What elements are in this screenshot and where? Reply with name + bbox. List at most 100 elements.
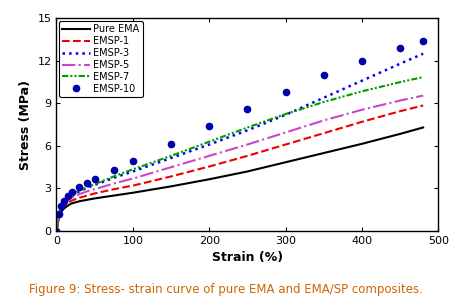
EMSP-5	[111, 182, 116, 185]
EMSP-1	[69, 199, 74, 202]
EMSP-5	[84, 189, 90, 193]
Pure EMA	[168, 185, 173, 188]
EMSP-3	[84, 186, 90, 190]
EMSP-1	[58, 208, 64, 212]
EMSP-7	[69, 193, 74, 197]
EMSP-7	[54, 229, 59, 233]
EMSP-5	[282, 131, 288, 134]
EMSP-5	[206, 154, 212, 158]
EMSP-10	[282, 90, 288, 94]
Pure EMA	[130, 191, 135, 195]
EMSP-1	[359, 120, 364, 124]
EMSP-5	[61, 202, 67, 206]
EMSP-10	[56, 212, 61, 216]
EMSP-3	[206, 143, 212, 146]
EMSP-7	[206, 140, 212, 143]
EMSP-10	[397, 46, 402, 50]
EMSP-10	[77, 185, 82, 189]
EMSP-7	[244, 126, 250, 129]
EMSP-3	[69, 194, 74, 197]
EMSP-5	[65, 199, 70, 202]
EMSP-3	[92, 183, 97, 187]
EMSP-7	[77, 189, 82, 192]
EMSP-3	[419, 52, 425, 56]
EMSP-3	[282, 113, 288, 116]
EMSP-10	[206, 124, 212, 128]
Y-axis label: Stress (MPa): Stress (MPa)	[19, 80, 32, 170]
EMSP-7	[61, 200, 67, 204]
EMSP-3	[320, 96, 326, 99]
EMSP-1	[168, 174, 173, 178]
EMSP-1	[244, 154, 250, 158]
EMSP-5	[244, 143, 250, 146]
EMSP-10	[168, 142, 173, 146]
EMSP-10	[61, 199, 67, 202]
EMSP-1	[56, 215, 61, 219]
Pure EMA	[65, 204, 70, 207]
EMSP-10	[320, 73, 326, 77]
Pure EMA	[61, 206, 67, 210]
EMSP-1	[84, 194, 90, 197]
Pure EMA	[69, 202, 74, 205]
EMSP-1	[77, 196, 82, 199]
EMSP-3	[111, 176, 116, 180]
Line: EMSP-3: EMSP-3	[56, 54, 422, 231]
EMSP-5	[168, 165, 173, 169]
EMSP-7	[58, 205, 64, 209]
EMSP-7	[397, 80, 402, 84]
EMSP-1	[397, 109, 402, 113]
EMSP-3	[168, 156, 173, 160]
Pure EMA	[419, 126, 425, 129]
EMSP-3	[397, 62, 402, 65]
Pure EMA	[206, 178, 212, 181]
Line: EMSP-1: EMSP-1	[56, 105, 422, 231]
EMSP-5	[56, 214, 61, 218]
EMSP-10	[244, 107, 250, 111]
EMSP-1	[54, 229, 59, 233]
EMSP-1	[111, 187, 116, 191]
EMSP-1	[92, 192, 97, 195]
Line: Pure EMA: Pure EMA	[56, 127, 422, 231]
EMSP-10	[359, 59, 364, 63]
EMSP-3	[61, 201, 67, 205]
EMSP-3	[130, 170, 135, 173]
X-axis label: Strain (%): Strain (%)	[212, 251, 282, 264]
EMSP-3	[359, 79, 364, 82]
EMSP-5	[419, 94, 425, 97]
EMSP-5	[359, 108, 364, 112]
EMSP-10	[111, 168, 116, 172]
Line: EMSP-7: EMSP-7	[56, 77, 422, 231]
EMSP-5	[77, 192, 82, 196]
EMSP-10	[69, 190, 74, 194]
Pure EMA	[397, 132, 402, 136]
Pure EMA	[359, 142, 364, 146]
EMSP-5	[58, 206, 64, 210]
EMSP-7	[56, 213, 61, 216]
EMSP-7	[65, 196, 70, 199]
Pure EMA	[111, 194, 116, 197]
EMSP-3	[58, 206, 64, 209]
EMSP-10	[58, 204, 64, 207]
EMSP-7	[168, 154, 173, 158]
Pure EMA	[92, 197, 97, 200]
EMSP-7	[111, 174, 116, 178]
EMSP-5	[69, 196, 74, 199]
Pure EMA	[58, 210, 64, 214]
EMSP-5	[397, 99, 402, 102]
EMSP-1	[320, 131, 326, 135]
Legend: Pure EMA, EMSP-1, EMSP-3, EMSP-5, EMSP-7, EMSP-10: Pure EMA, EMSP-1, EMSP-3, EMSP-5, EMSP-7…	[59, 21, 143, 97]
EMSP-1	[419, 104, 425, 107]
EMSP-10	[84, 181, 90, 185]
EMSP-5	[92, 187, 97, 191]
EMSP-1	[61, 204, 67, 208]
Pure EMA	[77, 199, 82, 203]
EMSP-7	[320, 100, 326, 104]
EMSP-10	[54, 229, 59, 233]
EMSP-5	[320, 119, 326, 122]
EMSP-7	[84, 185, 90, 189]
EMSP-3	[56, 214, 61, 217]
Line: EMSP-10: EMSP-10	[53, 38, 425, 234]
EMSP-10	[92, 178, 97, 181]
EMSP-7	[92, 182, 97, 186]
EMSP-1	[65, 201, 70, 205]
